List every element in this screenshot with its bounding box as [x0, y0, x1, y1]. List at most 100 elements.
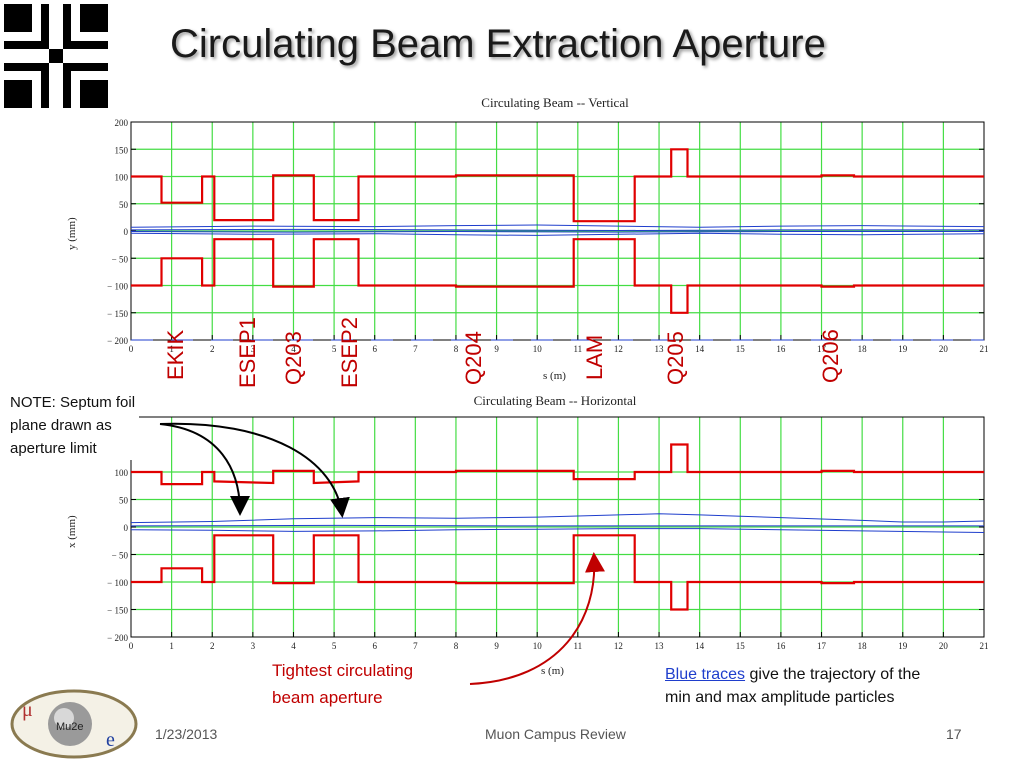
vertical-ytick-label: − 150: [107, 309, 128, 319]
vertical-ytick-label: − 50: [112, 254, 129, 264]
horizontal-xtick-label: 0: [129, 641, 134, 651]
horizontal-xtick-label: 5: [332, 641, 337, 651]
horizontal-xtick-label: 9: [494, 641, 499, 651]
tightest-note-line: beam aperture: [272, 688, 383, 707]
fermilab-logo-icon: [4, 4, 108, 108]
horizontal-xtick-label: 19: [898, 641, 908, 651]
vertical-xtick-label: 11: [573, 344, 582, 354]
magnet-label-lam: LAM: [582, 334, 607, 380]
magnet-label-q206: Q206: [818, 329, 843, 383]
horizontal-xtick-label: 2: [210, 641, 215, 651]
horizontal-xtick-label: 3: [251, 641, 256, 651]
horizontal-ytick-label: 100: [115, 468, 129, 478]
vertical-ytick-label: 200: [115, 118, 129, 128]
tightest-aperture-note: Tightest circulating beam aperture: [272, 657, 413, 711]
magnet-label-ekik: EKIK: [163, 329, 188, 380]
horizontal-xtick-label: 12: [614, 641, 623, 651]
vertical-xtick-label: 14: [695, 344, 705, 354]
blue-traces-text: min and max amplitude particles: [665, 689, 895, 706]
septum-note-line: plane drawn as: [10, 417, 112, 434]
mu2e-logo-e: e: [106, 729, 115, 751]
vertical-xtick-label: 0: [129, 344, 134, 354]
vertical-ytick-label: 100: [115, 173, 129, 183]
magnet-label-q203: Q203: [281, 331, 306, 385]
horizontal-xtick-label: 17: [817, 641, 827, 651]
mu2e-logo-mu: μ: [22, 699, 33, 721]
slide-title: Circulating Beam Extraction Aperture: [170, 22, 826, 66]
septum-note-line: aperture limit: [10, 440, 97, 457]
page-number: 17: [946, 726, 962, 742]
horizontal-ytick-label: − 50: [112, 551, 129, 561]
horizontal-xtick-label: 6: [372, 641, 377, 651]
blue-traces-label: Blue traces: [665, 666, 746, 683]
horizontal-xtick-label: 11: [573, 641, 582, 651]
tightest-aperture-arrow: [469, 552, 605, 685]
septum-note-line: NOTE: Septum foil: [10, 394, 136, 411]
magnet-label-esep1: ESEP1: [235, 317, 260, 388]
vertical-xtick-label: 15: [736, 344, 746, 354]
vertical-aperture-line: [131, 148, 984, 223]
mu2e-logo-icon: μ Mu2e e: [10, 689, 138, 759]
horizontal-xtick-label: 18: [858, 641, 868, 651]
septum-arrow-2: [159, 422, 350, 518]
vertical-xtick-label: 12: [614, 344, 623, 354]
vertical-chart-title: Circulating Beam -- Vertical: [481, 95, 629, 110]
horizontal-xtick-label: 21: [980, 641, 989, 651]
horizontal-ytick-label: − 150: [107, 606, 128, 616]
blue-traces-note: Blue traces give the trajectory of the m…: [665, 663, 920, 709]
vertical-xtick-label: 21: [980, 344, 989, 354]
vertical-xtick-label: 8: [454, 344, 459, 354]
horizontal-ytick-label: 0: [124, 523, 129, 533]
vertical-xtick-label: 9: [494, 344, 499, 354]
horizontal-ylabel: x (mm): [66, 515, 78, 548]
magnet-label-q204: Q204: [461, 331, 486, 385]
horizontal-xtick-label: 15: [736, 641, 746, 651]
tightest-note-line: Tightest circulating: [272, 661, 414, 680]
vertical-xtick-label: 6: [372, 344, 377, 354]
vertical-xtick-label: 4: [291, 344, 296, 354]
vertical-xtick-label: 18: [858, 344, 868, 354]
vertical-xtick-label: 20: [939, 344, 949, 354]
horizontal-aperture-line: [131, 443, 984, 486]
septum-note: NOTE: Septum foil plane drawn as apertur…: [10, 391, 140, 460]
vertical-xtick-label: 5: [332, 344, 337, 354]
vertical-xtick-label: 2: [210, 344, 215, 354]
vertical-xtick-label: 7: [413, 344, 418, 354]
horizontal-trajectory-line: [130, 528, 985, 533]
vertical-trajectory-line: [130, 224, 985, 228]
vertical-xtick-label: 19: [898, 344, 908, 354]
magnet-label-q205: Q205: [663, 331, 688, 385]
horizontal-xtick-label: 20: [939, 641, 949, 651]
horizontal-xtick-label: 16: [776, 641, 786, 651]
footer-title: Muon Campus Review: [485, 726, 626, 742]
vertical-trajectory-line: [130, 232, 985, 236]
vertical-ytick-label: 50: [119, 200, 129, 210]
vertical-xtick-label: 1: [169, 344, 174, 354]
vertical-ytick-label: 0: [124, 227, 129, 237]
horizontal-ytick-label: − 200: [107, 633, 128, 643]
horizontal-xtick-label: 4: [291, 641, 296, 651]
vertical-xtick-label: 3: [251, 344, 256, 354]
horizontal-ytick-label: − 100: [107, 578, 128, 588]
horizontal-xtick-label: 8: [454, 641, 459, 651]
blue-traces-text: give the trajectory of the: [749, 666, 921, 683]
horizontal-xtick-label: 14: [695, 641, 705, 651]
vertical-xtick-label: 13: [655, 344, 665, 354]
horizontal-xtick-label: 1: [169, 641, 174, 651]
vertical-xtick-label: 10: [533, 344, 543, 354]
horizontal-xlabel: s (m): [541, 665, 564, 677]
vertical-trajectory-line: [130, 228, 984, 232]
septum-arrow-1: [159, 423, 250, 516]
horizontal-xtick-label: 13: [655, 641, 665, 651]
vertical-ytick-label: − 100: [107, 282, 128, 292]
footer-date: 1/23/2013: [155, 726, 218, 742]
vertical-trajectory-line: [130, 230, 984, 233]
horizontal-ytick-label: 50: [119, 496, 129, 506]
horizontal-trajectory-line: [130, 513, 985, 524]
horizontal-chart-title: Circulating Beam -- Horizontal: [355, 393, 755, 409]
vertical-xtick-label: 16: [776, 344, 786, 354]
vertical-xtick-label: 17: [817, 344, 827, 354]
magnet-label-esep2: ESEP2: [337, 317, 362, 388]
vertical-ytick-label: 150: [115, 145, 129, 155]
